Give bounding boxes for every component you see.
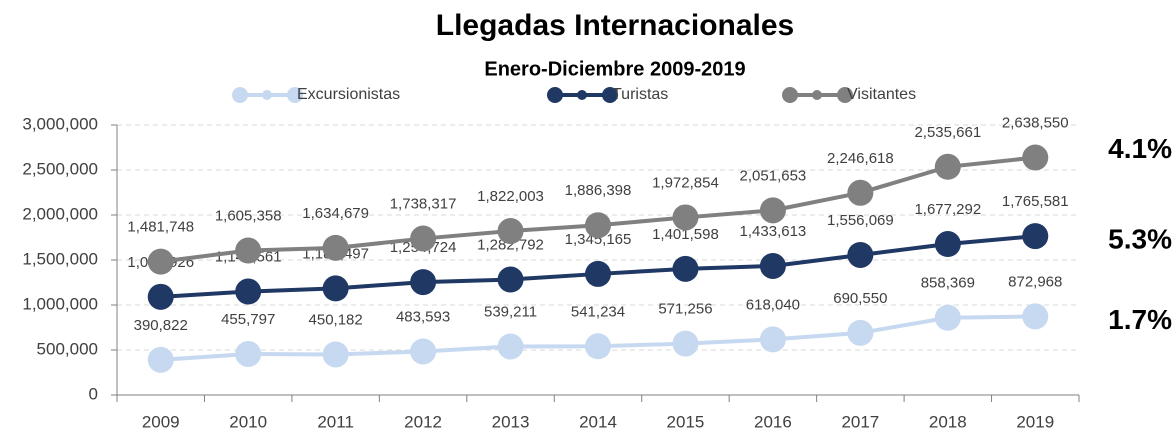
data-label: 1,738,317	[390, 196, 457, 213]
data-point	[1022, 303, 1049, 330]
x-tick-label: 2013	[492, 412, 530, 431]
y-tick-label: 2,500,000	[22, 159, 98, 178]
data-label: 690,550	[833, 290, 887, 307]
x-tick-label: 2011	[317, 412, 354, 431]
data-label: 1,822,003	[477, 188, 544, 205]
data-label: 455,797	[221, 311, 275, 328]
data-label: 1,677,292	[914, 201, 981, 218]
x-tick-label: 2016	[754, 412, 792, 431]
legend-label: Turistas	[612, 86, 668, 103]
data-point	[847, 179, 874, 206]
data-point	[410, 225, 437, 252]
legend-marker	[602, 87, 618, 103]
y-tick-label: 1,000,000	[22, 294, 98, 313]
data-point	[322, 275, 349, 302]
data-point	[759, 326, 786, 353]
y-tick-label: 1,500,000	[22, 249, 98, 268]
chart-subtitle: Enero-Diciembre 2009-2019	[484, 58, 745, 80]
data-label: 571,256	[658, 301, 712, 318]
x-tick-label: 2018	[929, 412, 967, 431]
y-tick-label: 500,000	[37, 339, 98, 358]
data-label: 483,593	[396, 308, 450, 325]
data-point	[847, 319, 874, 346]
data-label: 872,968	[1008, 273, 1062, 290]
data-point	[585, 212, 611, 239]
data-point	[759, 252, 786, 279]
data-label: 1,282,792	[477, 237, 544, 254]
x-tick-label: 2014	[579, 412, 617, 431]
legend-marker	[812, 90, 822, 100]
legend-marker	[262, 90, 272, 100]
x-tick-label: 2019	[1016, 412, 1054, 431]
data-label: 1,765,581	[1002, 193, 1069, 210]
data-point	[322, 234, 349, 261]
data-label: 1,634,679	[302, 205, 369, 222]
data-point	[759, 197, 786, 224]
data-point	[672, 204, 699, 231]
data-point	[934, 153, 961, 180]
y-tick-label: 2,000,000	[22, 204, 98, 223]
data-label: 2,051,653	[740, 167, 807, 184]
legend-label: Excursionistas	[297, 86, 400, 103]
data-label: 618,040	[746, 296, 800, 313]
data-point	[322, 341, 349, 368]
y-tick-label: 0	[89, 384, 98, 403]
data-point	[1022, 144, 1049, 171]
data-point	[934, 304, 961, 331]
legend-label: Visitantes	[847, 86, 916, 103]
data-point	[235, 340, 262, 367]
data-label: 1,605,358	[215, 207, 282, 224]
y-tick-label: 3,000,000	[22, 114, 98, 133]
legend-marker	[287, 87, 303, 103]
legend-marker	[837, 87, 853, 103]
data-label: 450,182	[309, 311, 363, 328]
data-point	[585, 260, 611, 287]
x-tick-label: 2010	[229, 412, 267, 431]
data-point	[934, 231, 961, 258]
data-label: 2,535,661	[914, 124, 981, 141]
data-point	[672, 255, 699, 282]
data-point	[847, 241, 874, 268]
data-label: 1,481,748	[127, 219, 194, 236]
data-point	[497, 218, 524, 245]
data-label: 390,822	[134, 317, 188, 334]
data-point	[1022, 223, 1049, 250]
annotation: 4.1%	[1108, 133, 1172, 164]
x-tick-label: 2009	[142, 412, 180, 431]
data-label: 1,401,598	[652, 226, 719, 243]
data-label: 2,246,618	[827, 150, 894, 167]
data-label: 541,234	[571, 303, 625, 320]
data-label: 1,433,613	[740, 223, 807, 240]
data-label: 2,638,550	[1002, 114, 1069, 131]
data-label: 1,345,165	[565, 231, 632, 248]
data-label: 858,369	[921, 275, 975, 292]
data-point	[497, 266, 524, 293]
legend-marker	[577, 90, 587, 100]
data-label: 1,886,398	[565, 182, 632, 199]
data-point	[147, 248, 174, 275]
data-label: 1,556,069	[827, 212, 894, 229]
chart-title: Llegadas Internacionales	[436, 9, 794, 42]
x-tick-label: 2017	[841, 412, 879, 431]
data-point	[497, 333, 524, 360]
x-tick-label: 2015	[667, 412, 705, 431]
data-point	[147, 283, 174, 310]
data-point	[235, 278, 262, 305]
data-point	[585, 333, 611, 360]
data-label: 539,211	[484, 303, 537, 320]
data-point	[410, 338, 437, 365]
data-label: 1,972,854	[652, 174, 719, 191]
legend-marker	[547, 87, 563, 103]
legend-marker	[782, 87, 798, 103]
data-point	[410, 269, 437, 296]
annotation: 1.7%	[1108, 304, 1172, 335]
data-point	[672, 330, 699, 357]
x-tick-label: 2012	[404, 412, 442, 431]
data-point	[235, 237, 262, 264]
data-point	[147, 346, 174, 373]
legend-marker	[232, 87, 248, 103]
annotation: 5.3%	[1108, 223, 1172, 254]
